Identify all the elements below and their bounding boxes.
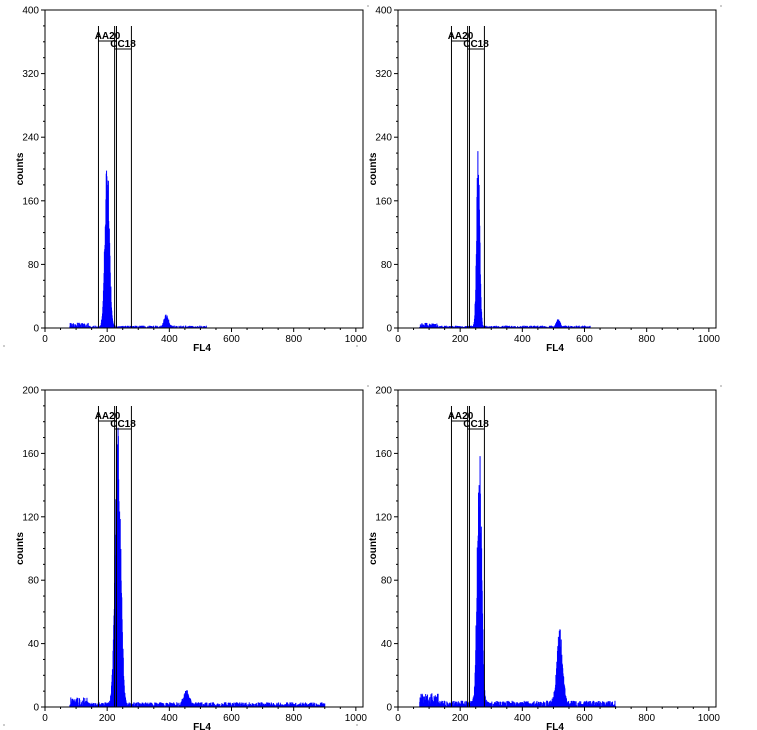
gate-label: CC18 [110,39,136,50]
x-axis-title: FL4 [193,343,211,354]
y-tick-label: 400 [22,6,39,17]
gate-cc18: CC18 [110,406,136,707]
x-tick-label: 0 [42,334,48,345]
histogram-panel-4: 0 40 80 120 160 200 0 200 400 600 800 1000 FL4 counts… [356,385,722,730]
x-axis-title: FL4 [546,343,564,354]
y-tick-label: 0 [33,703,39,714]
x-tick-label: 200 [452,334,469,345]
y-tick-label: 0 [386,324,392,335]
histogram-series [69,170,364,328]
gate-label: CC18 [110,419,136,430]
y-tick-label: 120 [22,512,39,523]
y-tick-label: 80 [28,576,40,587]
histogram-panel-1: 0 80 160 240 320 400 0 200 400 600 800 1000 FL4 count… [3,5,369,354]
x-axis-title: FL4 [193,722,211,730]
y-tick-label: 40 [381,639,393,650]
y-tick-label: 160 [375,196,392,207]
y-tick-label: 200 [22,386,39,397]
x-tick-label: 800 [638,713,655,724]
x-tick-label: 800 [285,334,302,345]
y-tick-label: 40 [28,639,40,650]
x-tick-label: 200 [99,713,116,724]
y-axis-title: counts [15,152,26,185]
x-tick-label: 200 [452,713,469,724]
x-tick-label: 400 [514,334,531,345]
x-tick-label: 1000 [345,334,368,345]
x-tick-label: 0 [395,334,401,345]
x-axis-title: FL4 [546,722,564,730]
gate-aa20: AA20 [448,26,474,328]
x-tick-label: 1000 [698,713,721,724]
plot-frame [44,9,364,329]
y-tick-label: 80 [381,260,393,271]
y-tick-label: 200 [375,386,392,397]
histogram-panel-3: 0 40 80 120 160 200 0 200 400 600 800 1000 FL4 counts… [3,385,369,730]
gate-label: AA20 [95,31,121,42]
y-axis-title: counts [368,532,379,565]
y-tick-label: 120 [375,512,392,523]
gate-label: AA20 [448,411,474,422]
x-tick-label: 200 [99,334,116,345]
plot-frame [44,389,364,708]
y-tick-label: 0 [33,324,39,335]
y-tick-label: 160 [375,449,392,460]
gate-aa20: AA20 [95,26,121,328]
gate-label: AA20 [95,411,121,422]
y-tick-label: 160 [22,196,39,207]
x-tick-label: 400 [161,334,178,345]
histogram-panel-2: 0 80 160 240 320 400 0 200 400 600 800 1000 FL4 count… [356,5,722,354]
y-tick-label: 240 [22,133,39,144]
y-tick-label: 400 [375,6,392,17]
y-tick-label: 320 [22,69,39,80]
y-tick-label: 80 [381,576,393,587]
x-tick-label: 800 [638,334,655,345]
x-tick-label: 0 [395,713,401,724]
gate-aa20: AA20 [448,406,474,707]
histogram-series [419,456,717,707]
plot-frame [397,9,717,329]
x-tick-label: 1000 [345,713,368,724]
y-tick-label: 160 [22,449,39,460]
gate-cc18: CC18 [463,406,489,707]
x-tick-label: 400 [514,713,531,724]
x-tick-label: 800 [285,713,302,724]
y-axis-title: counts [15,532,26,565]
histogram-series [419,151,717,328]
gate-label: AA20 [448,31,474,42]
gate-cc18: CC18 [463,26,489,328]
gate-label: CC18 [463,419,489,430]
x-tick-label: 1000 [698,334,721,345]
x-tick-label: 600 [223,713,240,724]
gate-aa20: AA20 [95,406,121,707]
y-tick-label: 80 [28,260,40,271]
y-axis-title: counts [368,152,379,185]
x-tick-label: 600 [576,713,593,724]
y-tick-label: 320 [375,69,392,80]
gate-label: CC18 [463,39,489,50]
x-tick-label: 600 [223,334,240,345]
y-tick-label: 240 [375,133,392,144]
x-tick-label: 600 [576,334,593,345]
x-tick-label: 0 [42,713,48,724]
y-tick-label: 0 [386,703,392,714]
x-tick-label: 400 [161,713,178,724]
histogram-series [69,427,364,707]
gate-cc18: CC18 [110,26,136,328]
